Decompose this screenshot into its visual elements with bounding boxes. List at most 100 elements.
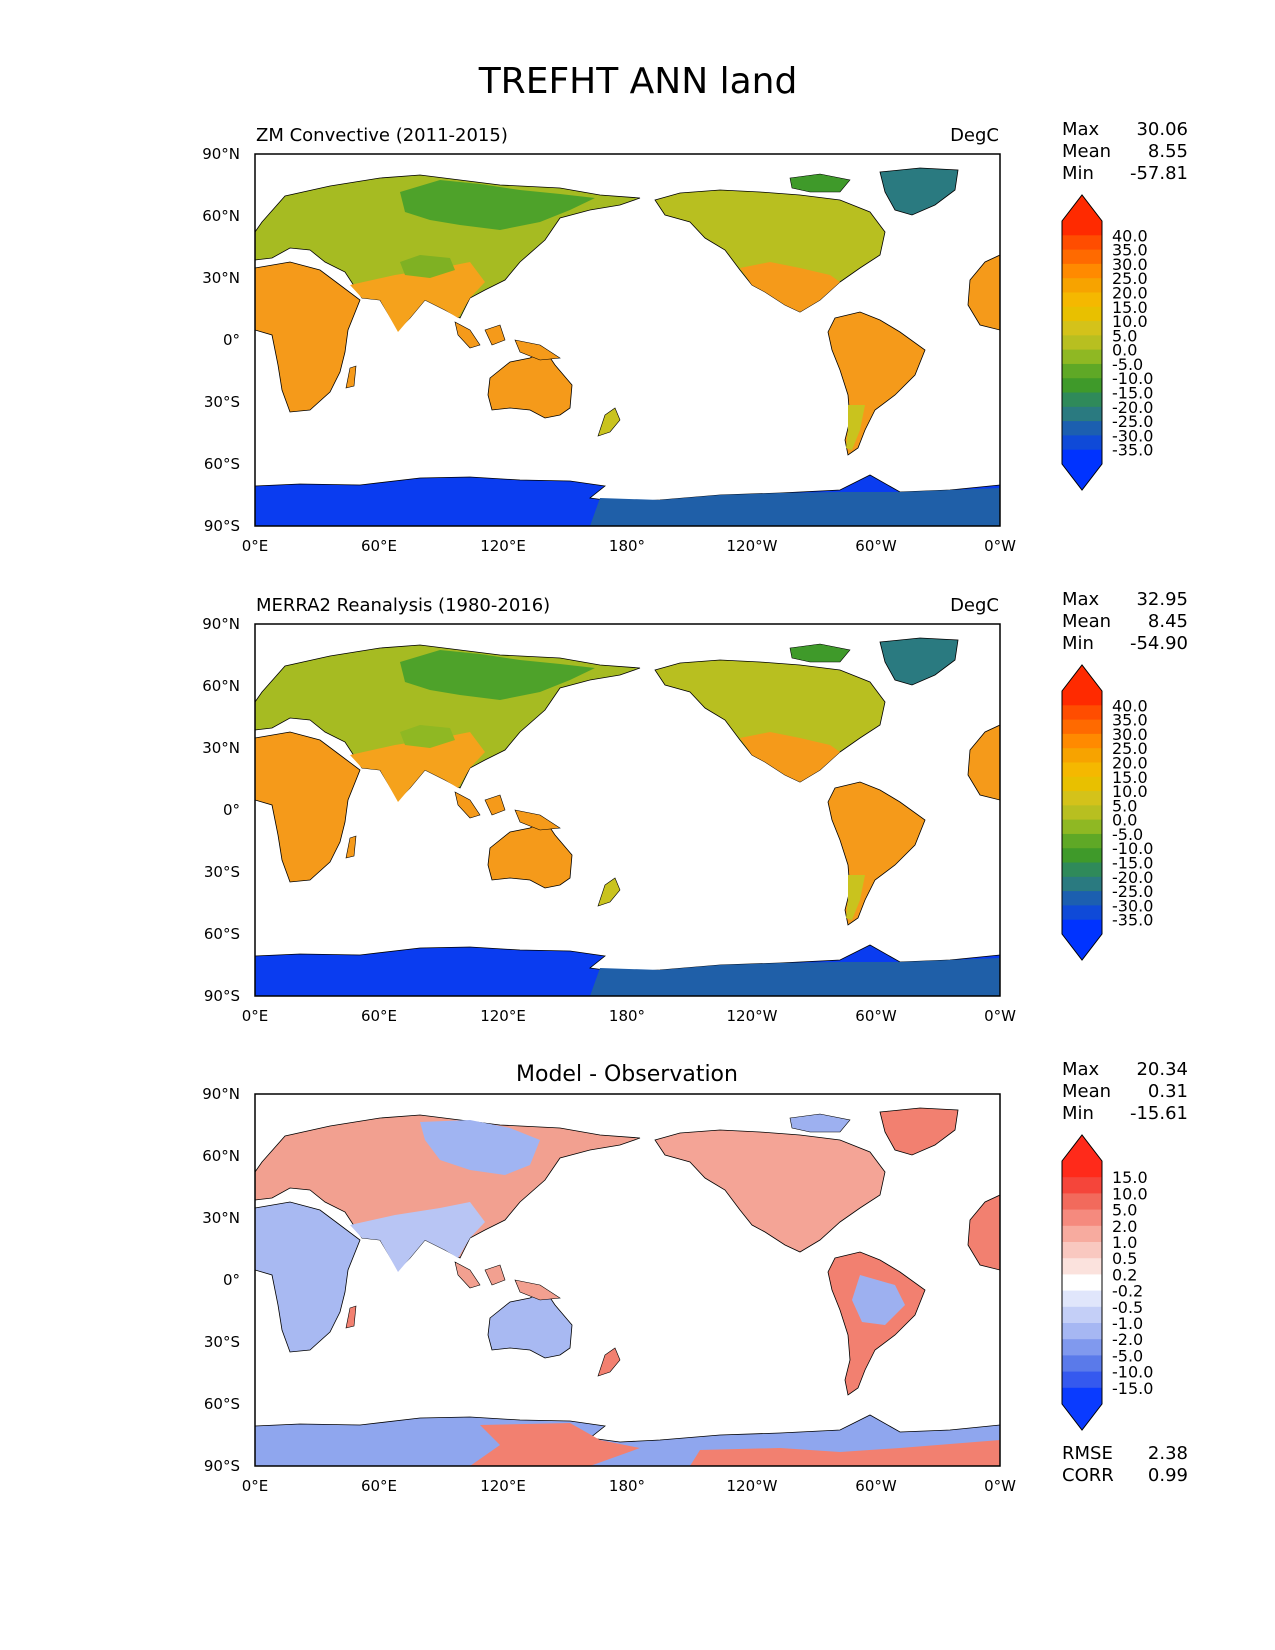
- stat-label-mean: Mean: [1062, 611, 1111, 632]
- lon-tick-180: 180°: [609, 1477, 645, 1495]
- land-greenland: [879, 167, 959, 216]
- metric-label-corr: CORR: [1062, 1465, 1114, 1486]
- colorbar-segment: [1062, 1177, 1102, 1194]
- colorbar-segment: [1062, 1274, 1102, 1292]
- land-tibet: [400, 725, 455, 748]
- lat-tick-60s: 60°S: [204, 1395, 240, 1413]
- colorbar-segment: [1062, 862, 1102, 878]
- colorbar-tick-label: -25.0: [1112, 412, 1153, 431]
- colorbar: 40.035.030.025.020.015.010.05.00.0-5.0-1…: [1061, 664, 1153, 961]
- land-madagascar: [345, 1305, 357, 1329]
- lat-tick-90n: 90°N: [202, 145, 240, 163]
- lat-tick-60s: 60°S: [204, 455, 240, 473]
- colorbar-segment: [1062, 235, 1102, 251]
- lon-tick-120w: 120°W: [727, 1477, 778, 1495]
- colorbar-segment: [1062, 1258, 1102, 1275]
- map-frame: [254, 153, 1001, 527]
- colorbar-segment: [1062, 691, 1102, 706]
- lat-tick-0: 0°: [223, 331, 240, 349]
- lon-tick-60w: 60°W: [855, 1477, 897, 1495]
- stat-value-max: 20.34: [1136, 1059, 1188, 1080]
- colorbar-segment: [1062, 905, 1102, 921]
- colorbar-tick-label: 10.0: [1112, 312, 1148, 331]
- colorbar-segment: [1062, 819, 1102, 835]
- colorbar-extend-max: [1062, 1135, 1102, 1161]
- colorbar-segment: [1062, 278, 1102, 293]
- colorbar-tick-label: -0.5: [1112, 1298, 1143, 1317]
- lon-tick-labels: 0°E 60°E 120°E 180° 120°W 60°W 0°W: [242, 537, 1016, 555]
- colorbar-tick-label: 15.0: [1112, 298, 1148, 317]
- colorbar-segment: [1062, 876, 1102, 892]
- land-new-zealand: [597, 407, 621, 437]
- colorbar-tick-label: 2.0: [1112, 1217, 1137, 1236]
- lon-tick-labels: 0°E 60°E 120°E 180° 120°W 60°W 0°W: [242, 1007, 1016, 1025]
- colorbar-segment: [1062, 1339, 1102, 1356]
- lon-tick-0w: 0°W: [984, 1007, 1016, 1025]
- panel-title-left: MERRA2 Reanalysis (1980-2016): [256, 595, 550, 616]
- lon-tick-labels: 0°E 60°E 120°E 180° 120°W 60°W 0°W: [242, 1477, 1016, 1495]
- lon-tick-60e: 60°E: [361, 1007, 397, 1025]
- colorbar-extend-min: [1062, 464, 1102, 490]
- colorbar-tick-label: -1.0: [1112, 1314, 1143, 1333]
- land-madagascar: [345, 365, 357, 389]
- land-siberia-diff: [420, 1120, 540, 1175]
- land-canadian-arctic: [789, 173, 851, 193]
- land-siberia-cold: [400, 180, 595, 230]
- colorbar-tick-label: 0.2: [1112, 1265, 1137, 1284]
- stat-value-min: -15.61: [1130, 1103, 1188, 1124]
- lat-tick-90n: 90°N: [202, 1085, 240, 1103]
- lon-tick-60w: 60°W: [855, 1007, 897, 1025]
- land-indonesia: [454, 791, 561, 831]
- colorbar-segment: [1062, 1290, 1102, 1308]
- land-sa-south: [846, 875, 865, 920]
- colorbar-segment: [1062, 1193, 1102, 1211]
- lat-tick-labels: 90°N 60°N 30°N 0° 30°S 60°S 90°S: [202, 615, 240, 1005]
- colorbar-extend-max: [1062, 195, 1102, 221]
- lat-tick-30n: 30°N: [202, 1209, 240, 1227]
- stat-label-max: Max: [1062, 119, 1100, 140]
- land-siberia-cold: [400, 650, 595, 700]
- colorbar-tick-label: -20.0: [1112, 398, 1153, 417]
- colorbar-tick-label: -10.0: [1112, 369, 1153, 388]
- metric-label-rmse: RMSE: [1062, 1443, 1113, 1464]
- figure-title: TREFHT ANN land: [478, 61, 798, 102]
- land-africa: [255, 1201, 361, 1353]
- colorbar-tick-label: -5.0: [1112, 355, 1143, 374]
- stat-value-min: -57.81: [1130, 163, 1188, 184]
- colorbar-segment: [1062, 406, 1102, 422]
- panel-diff: Model - Observation 90°N 60°N 30°N: [202, 1059, 1188, 1495]
- colorbar-segment: [1062, 392, 1102, 408]
- panel-model: ZM Convective (2011-2015) DegC: [202, 119, 1188, 555]
- colorbar-tick-label: -2.0: [1112, 1330, 1143, 1349]
- stat-value-max: 30.06: [1136, 119, 1188, 140]
- land-africa-west-slice: [967, 254, 1000, 331]
- land-south-asia: [350, 732, 485, 802]
- colorbar-outline: [1061, 1134, 1103, 1431]
- stat-value-max: 32.95: [1136, 589, 1188, 610]
- colorbar-tick-label: 35.0: [1112, 241, 1148, 260]
- panel-units: DegC: [950, 595, 999, 616]
- colorbar-tick-label: -15.0: [1112, 1379, 1153, 1398]
- lon-tick-60w: 60°W: [855, 537, 897, 555]
- land-tibet: [400, 255, 455, 278]
- colorbar-tick-label: -20.0: [1112, 868, 1153, 887]
- lon-tick-120e: 120°E: [480, 1477, 526, 1495]
- panel-obs: MERRA2 Reanalysis (1980-2016) DegC: [202, 589, 1188, 1025]
- stat-value-mean: 8.45: [1148, 611, 1188, 632]
- colorbar-segment: [1062, 1387, 1102, 1405]
- colorbar-tick-label: 30.0: [1112, 725, 1148, 744]
- colorbar-segment: [1062, 805, 1102, 821]
- colorbar-segment: [1062, 1306, 1102, 1324]
- land-sa-interior: [852, 1275, 905, 1325]
- land-greenland: [879, 637, 959, 686]
- colorbar-segment: [1062, 1371, 1102, 1389]
- land-africa-west-slice: [967, 724, 1000, 801]
- colorbar-tick-label: 5.0: [1112, 1201, 1137, 1220]
- lat-tick-30s: 30°S: [204, 393, 240, 411]
- land-africa: [255, 261, 361, 413]
- lon-tick-120w: 120°W: [727, 537, 778, 555]
- stats-block: Max 32.95 Mean 8.45 Min -54.90: [1062, 589, 1188, 654]
- land-new-zealand: [597, 1347, 621, 1377]
- colorbar-segment: [1062, 292, 1102, 308]
